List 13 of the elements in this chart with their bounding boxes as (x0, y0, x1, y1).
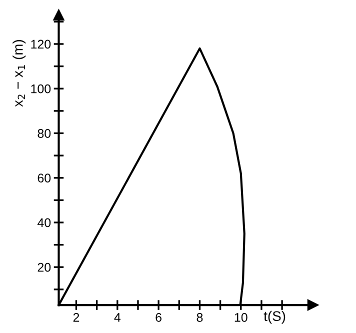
y-axis-title: x$_{2}$ − x$_{1}$ (m) (12, 40, 26, 107)
y-tick-label: 100 (31, 84, 51, 94)
x-tick-label: 4 (114, 313, 121, 322)
x-axis-title: t(S) (264, 310, 286, 324)
x-tick-label: 10 (234, 312, 248, 322)
y-tick-label: 120 (31, 40, 51, 49)
y-tick-label: 80 (38, 129, 51, 138)
y-tick-label: 40 (37, 218, 51, 228)
x-tick-label: 8 (196, 312, 203, 322)
x-tick-label: 6 (156, 312, 162, 322)
y-tick-label: 60 (38, 174, 51, 183)
x-tick-label: 2 (73, 312, 80, 322)
y-tick-label: 20 (38, 262, 51, 272)
